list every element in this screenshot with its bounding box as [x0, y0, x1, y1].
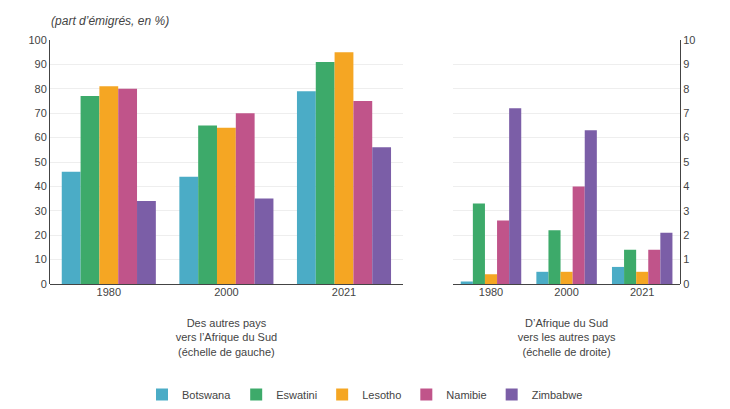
svg-text:60: 60	[35, 131, 47, 143]
svg-text:Namibie: Namibie	[446, 389, 486, 401]
svg-text:50: 50	[35, 156, 47, 168]
svg-text:70: 70	[35, 107, 47, 119]
svg-text:4: 4	[683, 180, 689, 192]
svg-text:20: 20	[35, 229, 47, 241]
svg-text:Des autres paysvers l’Afrique: Des autres paysvers l’Afrique du Sud(éch…	[176, 317, 278, 358]
svg-text:1: 1	[683, 253, 689, 265]
svg-text:100: 100	[28, 34, 46, 46]
svg-text:6: 6	[683, 131, 689, 143]
svg-text:(part d’émigrés, en %): (part d’émigrés, en %)	[51, 14, 169, 28]
svg-text:40: 40	[35, 180, 47, 192]
svg-text:Botswana: Botswana	[182, 389, 231, 401]
svg-text:30: 30	[35, 205, 47, 217]
svg-text:80: 80	[35, 83, 47, 95]
svg-text:10: 10	[35, 253, 47, 265]
svg-text:3: 3	[683, 205, 689, 217]
svg-text:1980: 1980	[97, 286, 121, 298]
svg-text:2000: 2000	[554, 286, 578, 298]
svg-text:0: 0	[683, 278, 689, 290]
svg-text:Zimbabwe: Zimbabwe	[532, 389, 583, 401]
svg-text:2: 2	[683, 229, 689, 241]
svg-text:D’Afrique du Sudvers les autre: D’Afrique du Sudvers les autres pays(éch…	[518, 317, 616, 358]
svg-text:5: 5	[683, 156, 689, 168]
svg-text:2000: 2000	[214, 286, 238, 298]
svg-text:1980: 1980	[479, 286, 503, 298]
svg-text:90: 90	[35, 58, 47, 70]
svg-text:10: 10	[683, 34, 695, 46]
svg-text:Lesotho: Lesotho	[362, 389, 401, 401]
svg-text:2021: 2021	[332, 286, 356, 298]
svg-text:9: 9	[683, 58, 689, 70]
svg-text:0: 0	[41, 278, 47, 290]
svg-text:8: 8	[683, 83, 689, 95]
svg-text:Eswatini: Eswatini	[276, 389, 317, 401]
svg-text:7: 7	[683, 107, 689, 119]
svg-text:2021: 2021	[630, 286, 654, 298]
